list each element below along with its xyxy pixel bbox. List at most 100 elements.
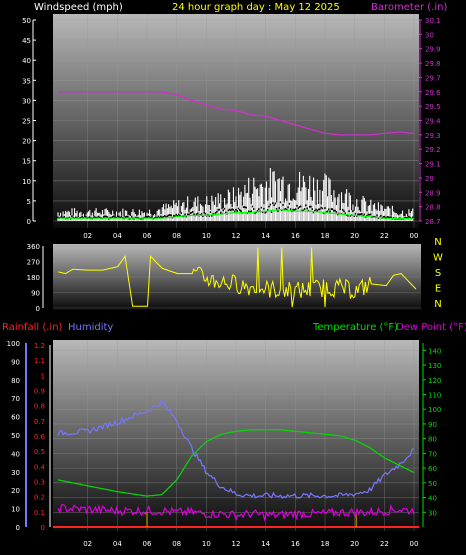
wind-avg-point bbox=[237, 207, 240, 210]
wind-avg-point bbox=[272, 202, 274, 204]
wind-avg-point bbox=[209, 211, 212, 214]
wind-y-tick-label: 15 bbox=[22, 158, 31, 166]
wind-avg-point bbox=[335, 211, 338, 213]
baro-y-tick-label: 29.2 bbox=[425, 146, 441, 154]
wind-y-tick-label: 20 bbox=[22, 138, 31, 146]
temp-y-ticks: 30 40 50 60 70 80 90 100 110 120 130 140 bbox=[422, 343, 441, 527]
temp-y-tick-label: 130 bbox=[428, 362, 441, 370]
wind-avg-point bbox=[258, 208, 260, 210]
wind-avg-point bbox=[386, 216, 389, 218]
wind-direction-line bbox=[57, 247, 417, 308]
rain-y-tick-label: 0 bbox=[41, 524, 45, 532]
wind-avg-point bbox=[113, 215, 115, 218]
wind-avg-point bbox=[347, 214, 349, 217]
wind-avg-point bbox=[63, 215, 66, 218]
wind-avg-point bbox=[289, 208, 292, 211]
baro-y-tick-label: 29.4 bbox=[425, 118, 441, 126]
wind-avg-point bbox=[218, 208, 221, 211]
wind-avg-point bbox=[390, 216, 393, 219]
wind-avg-point bbox=[405, 216, 408, 219]
humidity-y-tick-label: 0 bbox=[16, 524, 20, 532]
wind-avg-point bbox=[189, 212, 192, 215]
baro-y-tick-label: 29 bbox=[425, 175, 434, 183]
wind-avg-point bbox=[294, 208, 297, 211]
dew-point-line bbox=[57, 503, 415, 522]
wind-avg-point bbox=[389, 216, 391, 219]
wind-avg-point bbox=[277, 210, 279, 212]
wind-avg-point bbox=[297, 207, 300, 210]
baro-y-tick-label: 30.1 bbox=[425, 17, 441, 25]
wind-avg-point bbox=[359, 213, 362, 216]
wind-avg-point bbox=[367, 213, 370, 216]
wind-avg-point bbox=[251, 205, 254, 208]
wind-avg-point bbox=[75, 216, 77, 219]
temp-x-tick-label: 08 bbox=[172, 540, 181, 548]
direction-y-tick-label: 90 bbox=[31, 290, 40, 298]
temp-series bbox=[53, 399, 419, 528]
wind-avg-point bbox=[104, 215, 107, 218]
temp-x-tick-label: 22 bbox=[380, 540, 389, 548]
wind-avg-point bbox=[298, 206, 301, 208]
wind-avg-point bbox=[223, 207, 226, 210]
wind-avg-point bbox=[191, 210, 194, 213]
wind-avg-point bbox=[202, 215, 204, 218]
wind-avg-point bbox=[232, 208, 235, 211]
rain-y-tick-label: 0.4 bbox=[34, 463, 46, 471]
temp-y-tick-label: 40 bbox=[428, 495, 437, 503]
temp-x-ticks: 02 04 06 08 10 12 14 16 18 20 22 00 bbox=[83, 540, 418, 548]
wind-avg-point bbox=[177, 213, 180, 216]
baro-y-tick-label: 30 bbox=[425, 31, 434, 39]
wind-avg-point bbox=[264, 211, 267, 214]
baro-y-tick-label: 29.6 bbox=[425, 89, 441, 97]
wind-avg-point bbox=[263, 207, 265, 210]
wind-avg-point bbox=[265, 210, 268, 213]
wind-avg-point bbox=[185, 215, 188, 218]
temp-x-tick-label: 02 bbox=[83, 540, 92, 548]
rain-y-tick-label: 0.9 bbox=[34, 388, 45, 396]
wind-avg-point bbox=[408, 215, 410, 218]
wind-avg-point bbox=[231, 208, 234, 211]
temp-y-tick-label: 90 bbox=[428, 421, 437, 429]
wind-avg-point bbox=[119, 216, 122, 219]
wind-avg-point bbox=[354, 212, 357, 215]
windspeed-axis-title: Windspeed (mph) bbox=[34, 2, 123, 13]
wind-avg-point bbox=[240, 210, 243, 212]
barometer-axis-title: Barometer (.in) bbox=[371, 2, 447, 13]
wind-avg-point bbox=[180, 212, 183, 215]
wind-avg-point bbox=[320, 206, 323, 209]
wind-avg-point bbox=[190, 211, 193, 214]
wind-avg-point bbox=[211, 214, 213, 217]
rain-y-tick-label: 1 bbox=[41, 372, 45, 380]
wind-avg-point bbox=[339, 208, 342, 211]
wind-avg-point bbox=[204, 212, 207, 215]
direction-y-tick-label: 360 bbox=[27, 243, 40, 251]
baro-y-tick-label: 29.7 bbox=[425, 74, 441, 82]
wind-avg-point bbox=[217, 208, 220, 211]
wind-avg-point bbox=[296, 204, 299, 207]
wind-avg-point bbox=[316, 209, 319, 212]
wind-avg-point bbox=[125, 215, 128, 218]
wind-avg-point bbox=[369, 213, 372, 216]
temp-x-tick-label: 10 bbox=[202, 540, 211, 548]
wind-avg-point bbox=[228, 208, 231, 211]
wind-avg-point bbox=[305, 204, 307, 207]
wind-avg-point bbox=[363, 213, 366, 216]
wind-avg-point bbox=[333, 209, 335, 212]
wind-avg-point bbox=[261, 211, 264, 214]
baro-y-tick-label: 29.5 bbox=[425, 103, 441, 111]
temp-x-tick-label: 14 bbox=[261, 540, 270, 548]
wind-avg-point bbox=[134, 216, 137, 219]
wind-avg-point bbox=[200, 212, 203, 215]
wind-avg-point bbox=[256, 210, 259, 212]
wind-avg-point bbox=[273, 204, 276, 207]
wind-avg-point bbox=[247, 210, 250, 213]
wind-avg-point bbox=[236, 210, 239, 212]
wind-avg-point bbox=[383, 215, 386, 218]
wind-avg-point bbox=[288, 202, 291, 205]
wind-avg-point bbox=[118, 215, 121, 218]
wind-avg-point bbox=[59, 216, 62, 219]
wind-avg-point bbox=[268, 205, 271, 208]
